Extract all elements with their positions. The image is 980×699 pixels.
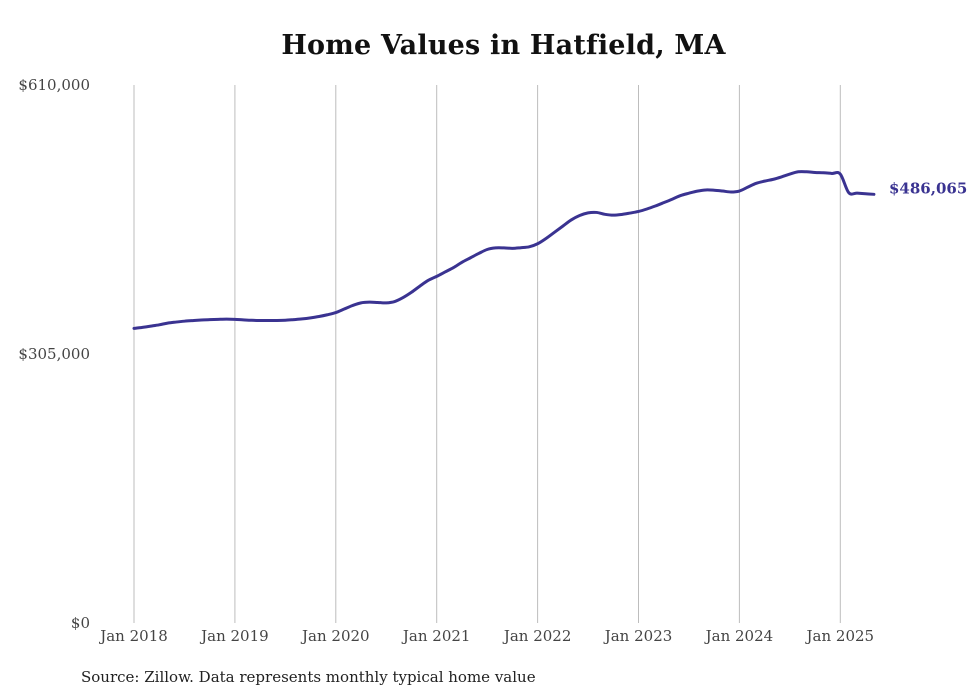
x-tick-label: Jan 2019 xyxy=(199,627,269,645)
vertical-gridlines xyxy=(133,85,841,623)
x-tick-label: Jan 2021 xyxy=(401,627,471,645)
x-tick-label: Jan 2023 xyxy=(603,627,673,645)
chart-source-note: Source: Zillow. Data represents monthly … xyxy=(81,668,536,686)
x-tick-label: Jan 2018 xyxy=(98,627,168,645)
end-label-layer: $486,065 xyxy=(889,179,967,197)
end-value-label: $486,065 xyxy=(889,179,967,197)
x-tick-label: Jan 2024 xyxy=(704,627,774,645)
x-tick-label: Jan 2025 xyxy=(805,627,875,645)
chart-title: Home Values in Hatfield, MA xyxy=(281,30,726,61)
x-tick-label: Jan 2020 xyxy=(300,627,370,645)
y-tick-label: $610,000 xyxy=(18,76,90,94)
y-tick-label: $0 xyxy=(71,614,90,632)
y-tick-label: $305,000 xyxy=(18,345,90,363)
series-line-0 xyxy=(132,170,876,330)
series-layer xyxy=(132,170,876,330)
x-axis: Jan 2018 Jan 2019 Jan 2020 Jan 2021 Jan 2022… xyxy=(98,627,874,645)
y-axis: $0 $305,000 $610,000 xyxy=(18,76,90,632)
x-tick-label: Jan 2022 xyxy=(502,627,572,645)
